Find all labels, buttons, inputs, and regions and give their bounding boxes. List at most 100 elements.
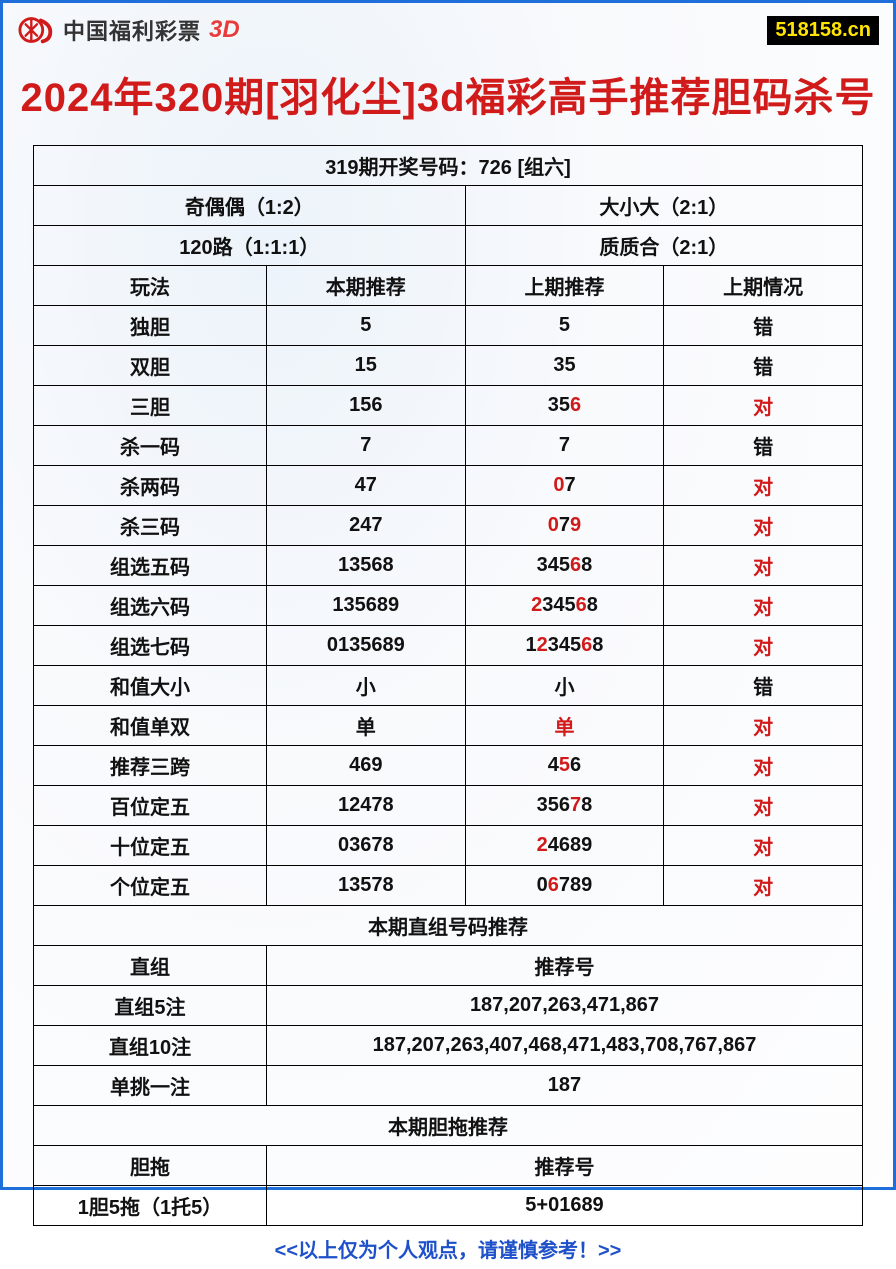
section-header-row: 直组推荐号: [34, 946, 863, 986]
row-name: 和值大小: [34, 666, 267, 706]
sec-row-left: 单挑一注: [34, 1066, 267, 1106]
site-badge: 518158.cn: [767, 16, 879, 45]
row-current: 47: [266, 466, 465, 506]
sec-row-right: 5+01689: [266, 1186, 862, 1226]
sec-hdr-right: 推荐号: [266, 946, 862, 986]
sec-row-right: 187: [266, 1066, 862, 1106]
data-row: 组选七码01356891234568对: [34, 626, 863, 666]
col-header: 上期推荐: [465, 266, 664, 306]
row-current: 247: [266, 506, 465, 546]
row-result: 错: [664, 346, 863, 386]
row-result: 对: [664, 826, 863, 866]
data-row: 和值单双单单对: [34, 706, 863, 746]
data-row: 十位定五0367824689对: [34, 826, 863, 866]
sec-row-left: 直组10注: [34, 1026, 267, 1066]
row-name: 独胆: [34, 306, 267, 346]
data-row: 三胆156356对: [34, 386, 863, 426]
data-row: 和值大小小小错: [34, 666, 863, 706]
pair-row: 奇偶偶（1:2）大小大（2:1）: [34, 186, 863, 226]
data-row: 独胆55错: [34, 306, 863, 346]
row-current: 469: [266, 746, 465, 786]
row-name: 十位定五: [34, 826, 267, 866]
data-row: 推荐三跨469456对: [34, 746, 863, 786]
row-prev: 356: [465, 386, 664, 426]
col-header: 本期推荐: [266, 266, 465, 306]
row-current: 03678: [266, 826, 465, 866]
row-current: 13568: [266, 546, 465, 586]
section-title: 本期胆拖推荐: [34, 1106, 863, 1146]
row-prev: 07: [465, 466, 664, 506]
section-row: 单挑一注187: [34, 1066, 863, 1106]
row-prev: 456: [465, 746, 664, 786]
section-title-row: 本期胆拖推荐: [34, 1106, 863, 1146]
sec-row-left: 1胆5拖（1托5）: [34, 1186, 267, 1226]
row-result: 对: [664, 866, 863, 906]
sec-hdr-left: 胆拖: [34, 1146, 267, 1186]
row-name: 三胆: [34, 386, 267, 426]
sec-row-left: 直组5注: [34, 986, 267, 1026]
row-name: 杀一码: [34, 426, 267, 466]
row-prev: 34568: [465, 546, 664, 586]
row-prev: 5: [465, 306, 664, 346]
row-name: 杀三码: [34, 506, 267, 546]
banner-row: 319期开奖号码：726 [组六]: [34, 146, 863, 186]
row-name: 组选六码: [34, 586, 267, 626]
row-name: 百位定五: [34, 786, 267, 826]
pair-right: 大小大（2:1）: [465, 186, 862, 226]
lottery-logo-icon: [17, 11, 57, 49]
row-result: 对: [664, 386, 863, 426]
row-prev: 24689: [465, 826, 664, 866]
row-result: 对: [664, 586, 863, 626]
row-prev: 单: [465, 706, 664, 746]
row-name: 和值单双: [34, 706, 267, 746]
row-current: 12478: [266, 786, 465, 826]
header: 中国福利彩票 3D 518158.cn: [3, 3, 893, 49]
pair-left: 奇偶偶（1:2）: [34, 186, 466, 226]
row-result: 对: [664, 746, 863, 786]
row-result: 对: [664, 546, 863, 586]
header-row: 玩法本期推荐上期推荐上期情况: [34, 266, 863, 306]
row-result: 对: [664, 706, 863, 746]
row-result: 错: [664, 306, 863, 346]
data-row: 杀两码4707对: [34, 466, 863, 506]
data-row: 组选六码135689234568对: [34, 586, 863, 626]
row-name: 组选七码: [34, 626, 267, 666]
pair-row: 120路（1:1:1）质质合（2:1）: [34, 226, 863, 266]
row-current: 5: [266, 306, 465, 346]
sec-row-right: 187,207,263,407,468,471,483,708,767,867: [266, 1026, 862, 1066]
row-prev: 35: [465, 346, 664, 386]
row-current: 单: [266, 706, 465, 746]
pair-left: 120路（1:1:1）: [34, 226, 466, 266]
row-name: 个位定五: [34, 866, 267, 906]
row-result: 错: [664, 666, 863, 706]
row-prev: 7: [465, 426, 664, 466]
main-table: 319期开奖号码：726 [组六]奇偶偶（1:2）大小大（2:1）120路（1:…: [33, 145, 863, 1226]
row-current: 小: [266, 666, 465, 706]
row-name: 推荐三跨: [34, 746, 267, 786]
logo-block: 中国福利彩票 3D: [17, 11, 240, 49]
row-prev: 079: [465, 506, 664, 546]
data-row: 杀一码77错: [34, 426, 863, 466]
row-prev: 06789: [465, 866, 664, 906]
brand-text: 中国福利彩票: [63, 14, 201, 46]
data-row: 双胆1535错: [34, 346, 863, 386]
brand-suffix: 3D: [209, 16, 240, 44]
col-header: 玩法: [34, 266, 267, 306]
row-result: 对: [664, 466, 863, 506]
sec-hdr-left: 直组: [34, 946, 267, 986]
page-title: 2024年320期[羽化尘]3d福彩高手推荐胆码杀号: [3, 49, 893, 145]
row-result: 对: [664, 506, 863, 546]
table-wrap: 319期开奖号码：726 [组六]奇偶偶（1:2）大小大（2:1）120路（1:…: [3, 145, 893, 1269]
row-current: 135689: [266, 586, 465, 626]
row-current: 13578: [266, 866, 465, 906]
row-current: 7: [266, 426, 465, 466]
row-name: 双胆: [34, 346, 267, 386]
row-prev: 35678: [465, 786, 664, 826]
section-row: 1胆5拖（1托5）5+01689: [34, 1186, 863, 1226]
section-title: 本期直组号码推荐: [34, 906, 863, 946]
data-row: 组选五码1356834568对: [34, 546, 863, 586]
row-prev: 234568: [465, 586, 664, 626]
section-header-row: 胆拖推荐号: [34, 1146, 863, 1186]
row-result: 对: [664, 786, 863, 826]
section-row: 直组10注187,207,263,407,468,471,483,708,767…: [34, 1026, 863, 1066]
